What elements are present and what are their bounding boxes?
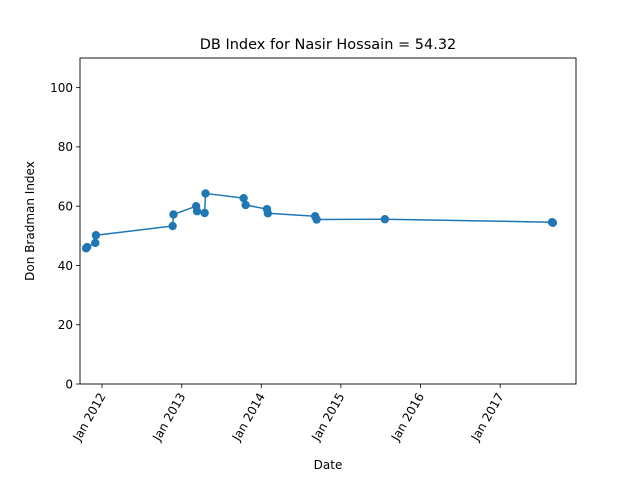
data-point xyxy=(193,207,201,215)
data-point xyxy=(83,243,91,251)
data-point xyxy=(91,239,99,247)
x-axis-label: Date xyxy=(314,458,343,472)
data-point xyxy=(201,189,209,197)
data-point xyxy=(169,210,177,218)
y-tick-label: 60 xyxy=(58,199,73,213)
data-point xyxy=(549,219,557,227)
data-point xyxy=(241,201,249,209)
chart-title: DB Index for Nasir Hossain = 54.32 xyxy=(200,37,457,53)
data-point xyxy=(92,231,100,239)
y-tick-label: 20 xyxy=(58,318,73,332)
y-tick-label: 80 xyxy=(58,140,73,154)
data-point xyxy=(264,209,272,217)
y-tick-label: 40 xyxy=(58,259,73,273)
data-point xyxy=(200,209,208,217)
y-tick-label: 0 xyxy=(65,377,73,391)
data-point xyxy=(381,215,389,223)
y-axis-label: Don Bradman Index xyxy=(23,161,37,281)
y-tick-label: 100 xyxy=(50,81,73,95)
data-point xyxy=(312,215,320,223)
data-point xyxy=(168,222,176,230)
